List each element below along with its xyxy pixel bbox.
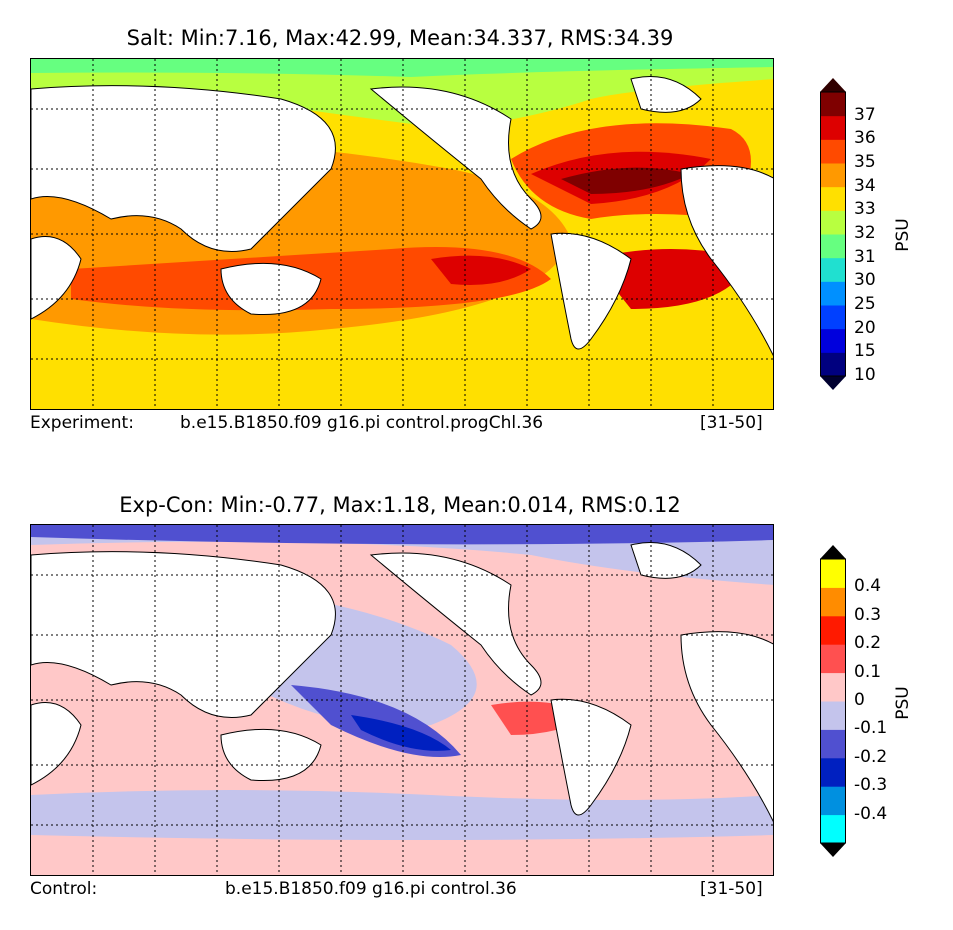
colorbar-tick-label: 10 bbox=[854, 365, 876, 385]
colorbar-tick-label: 30 bbox=[854, 270, 876, 291]
land-africa-east-2 bbox=[31, 702, 82, 786]
colorbar-tick-label: 37 bbox=[854, 104, 876, 125]
colorbar-segment bbox=[820, 786, 846, 816]
bottom-caption-years: [31-50] bbox=[700, 879, 763, 899]
colorbar-tick-label: 0.4 bbox=[854, 576, 882, 597]
colorbar-segment bbox=[820, 328, 846, 353]
land-north-america bbox=[369, 86, 542, 230]
colorbar-segment bbox=[820, 615, 846, 645]
colorbar-tick-label: -0.1 bbox=[854, 718, 888, 739]
colorbar-segment bbox=[820, 139, 846, 164]
colorbar-segment bbox=[820, 234, 846, 259]
land-greenland-2 bbox=[630, 542, 702, 579]
land-australia bbox=[220, 262, 322, 316]
land-south-america-2 bbox=[550, 698, 632, 816]
colorbar-segment bbox=[820, 186, 846, 211]
bottom-colorbar: -0.4 -0.3 -0.2 -0.1 0 0.1 0.2 0.3 0.4 bbox=[820, 545, 887, 857]
colorbar-outline bbox=[820, 91, 846, 377]
land-greenland bbox=[630, 76, 702, 113]
colorbar-extend-min bbox=[820, 843, 846, 857]
colorbar-segment bbox=[820, 729, 846, 759]
land-eurasia bbox=[31, 85, 336, 252]
colorbar-segment bbox=[820, 701, 846, 730]
colorbar-extend-min bbox=[820, 376, 846, 390]
colorbar-tick-label: -0.3 bbox=[854, 775, 888, 796]
colorbar-tick-label: 32 bbox=[854, 223, 876, 243]
colorbar-segment bbox=[820, 115, 846, 140]
colorbar-segment bbox=[820, 257, 846, 282]
colorbar-tick-label: 0.1 bbox=[854, 661, 882, 682]
colorbar-outline bbox=[820, 558, 846, 844]
colorbar-extend-max bbox=[820, 545, 846, 559]
diff-arctic-neg2 bbox=[31, 525, 773, 545]
colorbar-tick-label: 20 bbox=[854, 317, 876, 338]
bottom-map-panel bbox=[30, 524, 774, 876]
salinity-south-atlantic-36 bbox=[591, 249, 751, 309]
colorbar-tick-label: -0.2 bbox=[854, 746, 888, 767]
colorbar-segment bbox=[820, 814, 846, 844]
land-australia-2 bbox=[220, 728, 322, 782]
colorbar-tick-label: 33 bbox=[854, 199, 876, 220]
bottom-colorbar-label: PSU bbox=[892, 686, 913, 720]
land-north-america-2 bbox=[369, 552, 542, 696]
colorbar-segment bbox=[820, 305, 846, 330]
colorbar-tick-label: 35 bbox=[854, 152, 876, 172]
salinity-atlantic-37 bbox=[561, 167, 691, 194]
colorbar-tick-label: 31 bbox=[854, 246, 876, 267]
top-caption-case: b.e15.B1850.f09 g16.pi control.progChl.3… bbox=[180, 413, 544, 433]
land-africa-europe-2 bbox=[680, 631, 773, 823]
top-chart-title: Salt: Min:7.16, Max:42.99, Mean:34.337, … bbox=[126, 26, 674, 50]
colorbar-svg-0 bbox=[820, 78, 846, 390]
top-colorbar-label: PSU bbox=[892, 218, 913, 252]
top-map-panel bbox=[30, 58, 774, 410]
colorbar-segment bbox=[820, 281, 846, 306]
colorbar-segment bbox=[820, 163, 846, 188]
top-gridlines bbox=[31, 59, 773, 409]
salinity-arctic-31 bbox=[31, 59, 773, 77]
land-africa-east bbox=[31, 236, 82, 320]
bottom-gridlines bbox=[31, 525, 773, 875]
colorbar-segment bbox=[820, 92, 846, 117]
colorbar-segment bbox=[820, 757, 846, 787]
top-colorbar: 10 15 20 25 30 31 32 33 34 35 36 37 bbox=[820, 78, 876, 390]
colorbar-segment bbox=[820, 352, 846, 377]
land-eurasia-2 bbox=[31, 551, 336, 718]
top-caption-label: Experiment: bbox=[30, 413, 134, 433]
colorbar-segment bbox=[820, 210, 846, 235]
top-caption-years: [31-50] bbox=[700, 413, 763, 433]
land-south-america bbox=[550, 232, 632, 350]
colorbar-tick-label: 15 bbox=[854, 341, 876, 362]
colorbar-tick-label: 34 bbox=[854, 175, 876, 196]
colorbar-tick-label: 0.3 bbox=[854, 604, 882, 625]
colorbar-segment bbox=[820, 672, 846, 702]
colorbar-tick-label: 36 bbox=[854, 128, 876, 149]
salinity-south-pacific-36 bbox=[431, 255, 531, 285]
colorbar-segment bbox=[820, 587, 846, 617]
colorbar-segment bbox=[820, 644, 846, 674]
salinity-difference-map bbox=[31, 525, 773, 875]
colorbar-segment bbox=[820, 559, 846, 588]
colorbar-tick-label: -0.4 bbox=[854, 803, 888, 824]
diff-pacific-neg3 bbox=[351, 715, 451, 751]
colorbar-tick-label: 0 bbox=[854, 690, 865, 710]
bottom-caption-case: b.e15.B1850.f09 g16.pi control.36 bbox=[225, 879, 517, 899]
colorbar-svg-1 bbox=[820, 545, 846, 857]
land-africa-europe bbox=[680, 165, 773, 357]
colorbar-tick-label: 0.2 bbox=[854, 633, 882, 654]
bottom-chart-title: Exp-Con: Min:-0.77, Max:1.18, Mean:0.014… bbox=[119, 493, 681, 517]
bottom-caption-label: Control: bbox=[30, 879, 98, 899]
colorbar-tick-label: 25 bbox=[854, 294, 876, 314]
colorbar-extend-max bbox=[820, 78, 846, 92]
salinity-map bbox=[31, 59, 773, 409]
